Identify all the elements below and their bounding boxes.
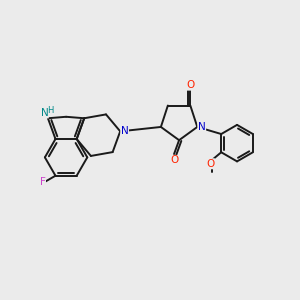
Text: O: O <box>170 155 179 166</box>
Text: N: N <box>40 108 48 118</box>
Text: N: N <box>198 122 206 132</box>
Text: N: N <box>121 126 128 136</box>
Text: O: O <box>186 80 194 90</box>
Text: O: O <box>206 159 214 169</box>
Text: H: H <box>47 106 53 115</box>
Text: F: F <box>40 177 46 187</box>
